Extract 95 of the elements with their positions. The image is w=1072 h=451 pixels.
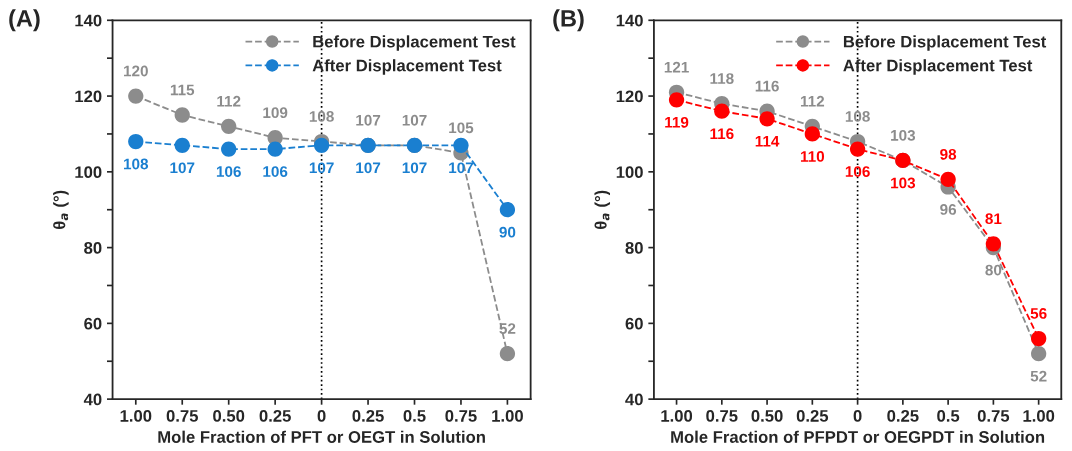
data-label: 108 xyxy=(124,158,149,170)
legend-label: After Displacement Test xyxy=(312,59,502,75)
chart-title: (A) xyxy=(9,9,40,32)
x-tick-label: 0 xyxy=(853,409,862,422)
point xyxy=(128,88,144,104)
x-tick-label: 0.25 xyxy=(796,409,829,422)
data-label: 110 xyxy=(800,151,825,162)
data-label: 118 xyxy=(710,73,734,84)
data-label: 116 xyxy=(755,80,779,92)
y-axis-title: θ$_{a}$ (°) xyxy=(594,190,611,229)
data-label: 90 xyxy=(499,226,516,238)
legend-label: Before Displacement Test xyxy=(313,35,516,51)
y-tick-label: 60 xyxy=(625,317,643,330)
data-label: 105 xyxy=(449,122,474,134)
x-tick-label: 0.75 xyxy=(706,409,738,422)
data-label: 107 xyxy=(402,114,427,126)
x-axis-title: Mole Fraction of PFT or OEGT in Solution xyxy=(158,430,485,443)
point xyxy=(221,118,237,135)
data-label: 121 xyxy=(664,61,689,73)
point xyxy=(759,111,775,127)
x-tick-label: 0.5 xyxy=(403,409,426,422)
data-label: 80 xyxy=(985,264,1002,276)
y-tick-label: 60 xyxy=(84,317,102,330)
x-tick-label: 0.25 xyxy=(352,409,384,422)
data-label: 103 xyxy=(891,129,916,141)
point xyxy=(128,133,144,150)
legend-label: After Displacement Test xyxy=(843,59,1033,75)
data-label: 107 xyxy=(449,162,474,174)
point xyxy=(221,141,237,157)
data-label: 107 xyxy=(356,114,381,126)
data-label: 107 xyxy=(356,162,381,174)
x-tick-label: 0.25 xyxy=(259,409,291,422)
data-label: 109 xyxy=(263,107,288,119)
y-tick-label: 80 xyxy=(84,242,102,254)
x-tick-label: 1.00 xyxy=(120,409,152,422)
data-label: 115 xyxy=(170,84,195,96)
data-label: 106 xyxy=(216,166,241,177)
point xyxy=(985,236,1002,252)
data-label: 108 xyxy=(309,111,334,122)
y-tick-label: 100 xyxy=(75,166,102,179)
y-tick-label: 140 xyxy=(75,14,102,27)
y-tick-label: 80 xyxy=(625,242,643,254)
data-label: 106 xyxy=(263,166,288,177)
x-tick-label: 1.00 xyxy=(492,409,523,422)
data-label: 112 xyxy=(217,95,241,107)
x-tick-label: 1.00 xyxy=(1023,409,1055,422)
x-tick-label: 0.50 xyxy=(213,409,245,422)
y-tick-label: 140 xyxy=(616,14,643,27)
x-tick-label: 1.00 xyxy=(661,409,693,422)
point xyxy=(499,346,516,362)
point xyxy=(499,202,516,218)
data-label: 106 xyxy=(845,166,870,177)
data-label: 116 xyxy=(710,128,734,140)
point xyxy=(1031,346,1047,362)
data-label: 81 xyxy=(985,213,1002,225)
data-label: 52 xyxy=(1030,370,1047,382)
x-tick-label: 0.75 xyxy=(166,409,198,422)
y-axis-title: θ$_{a}$ (°) xyxy=(53,190,69,229)
data-label: 114 xyxy=(755,136,780,147)
data-label: 103 xyxy=(891,177,916,189)
point xyxy=(940,171,956,188)
point xyxy=(267,141,283,157)
data-label: 107 xyxy=(170,162,195,174)
y-tick-label: 40 xyxy=(83,393,102,406)
data-label: 112 xyxy=(800,95,825,107)
x-tick-label: 0.75 xyxy=(445,409,477,422)
data-label: 120 xyxy=(124,65,148,77)
data-label: 108 xyxy=(845,111,870,122)
point xyxy=(668,92,685,108)
x-tick-label: 0.5 xyxy=(937,409,960,422)
x-axis-title: Mole Fraction of PFPDT or OEGPDT in Solution xyxy=(671,430,1045,443)
data-label: 98 xyxy=(940,148,957,160)
point xyxy=(804,126,820,142)
x-tick-label: 0 xyxy=(317,409,326,422)
x-tick-label: 0.25 xyxy=(887,409,919,422)
data-label: 96 xyxy=(940,204,957,215)
chart-title: (B) xyxy=(553,9,584,32)
data-label: 119 xyxy=(665,116,689,128)
y-tick-label: 100 xyxy=(616,166,643,179)
x-tick-label: 0.50 xyxy=(751,409,783,422)
point xyxy=(313,137,330,153)
point xyxy=(174,137,190,153)
legend-label: Before Displacement Test xyxy=(843,35,1047,51)
y-tick-label: 120 xyxy=(616,90,643,103)
data-label: 107 xyxy=(309,162,334,174)
data-label: 107 xyxy=(402,162,427,174)
y-tick-label: 40 xyxy=(625,393,643,406)
data-label: 56 xyxy=(1030,308,1047,319)
y-tick-label: 120 xyxy=(75,90,102,103)
point xyxy=(174,107,190,123)
point xyxy=(453,137,469,153)
point xyxy=(849,141,866,157)
x-tick-label: 0.75 xyxy=(977,409,1010,422)
point xyxy=(714,103,730,119)
point xyxy=(1031,330,1047,347)
